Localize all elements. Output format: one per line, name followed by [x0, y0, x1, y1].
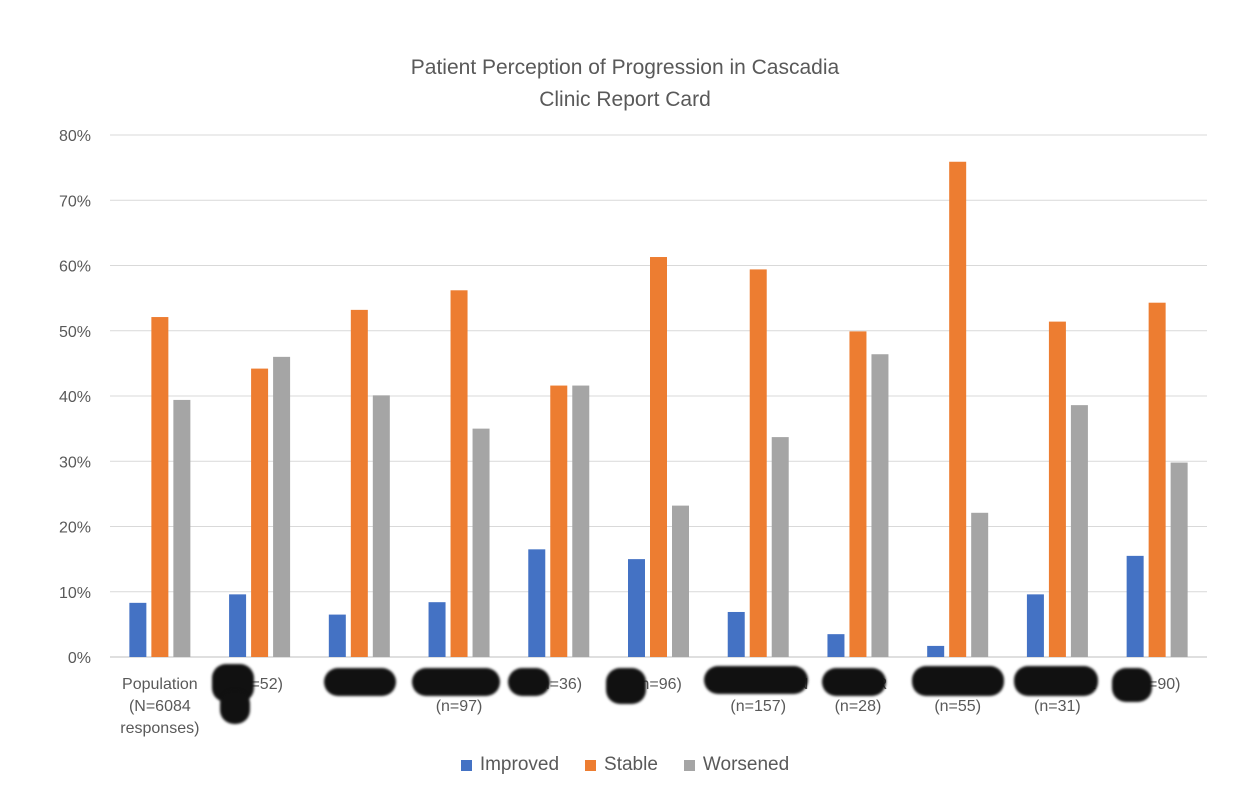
bar-stable — [550, 385, 568, 657]
bar-stable — [849, 331, 867, 657]
redaction-mark — [912, 666, 1004, 696]
legend-swatch-stable — [585, 759, 597, 771]
bar-worsened — [871, 354, 889, 657]
bar-improved — [229, 594, 247, 657]
legend-item-improved: Improved — [460, 754, 560, 776]
x-tick-label: (n=55) — [934, 698, 981, 715]
bar-worsened — [572, 385, 590, 657]
x-tick-label: (n=97) — [436, 698, 483, 715]
bar-stable — [1048, 321, 1066, 657]
bar-improved — [1026, 594, 1044, 657]
redaction-mark — [220, 690, 250, 724]
bar-improved — [927, 645, 945, 657]
bar-improved — [827, 634, 845, 657]
bar-improved — [1126, 555, 1144, 657]
legend-swatch-improved — [460, 759, 472, 771]
y-tick-label: 30% — [59, 454, 91, 471]
bar-stable — [749, 269, 767, 657]
redaction-mark — [508, 668, 550, 696]
bar-improved — [727, 611, 745, 657]
bar-improved — [628, 559, 645, 657]
redaction-mark — [324, 668, 396, 696]
legend-item-worsened: Worsened — [683, 754, 790, 776]
redaction-mark — [1014, 666, 1098, 696]
y-tick-label: 20% — [59, 520, 91, 537]
chart-subtitle: Clinic Report Card — [539, 88, 711, 111]
y-tick-label: 0% — [68, 650, 91, 667]
bar-improved — [428, 602, 446, 657]
y-tick-label: 60% — [59, 259, 91, 276]
bar-worsened — [273, 356, 291, 657]
bar-improved — [129, 602, 147, 657]
bar-stable — [251, 368, 269, 657]
x-tick-label: (n=157) — [730, 698, 786, 715]
x-tick-label: (n=28) — [835, 698, 882, 715]
x-tick-label: (n=96) — [635, 676, 682, 693]
bar-stable — [1148, 302, 1166, 657]
bar-worsened — [971, 512, 989, 657]
legend-swatch-worsened — [683, 759, 695, 771]
legend-item-stable: Stable — [585, 754, 658, 776]
redaction-mark — [606, 668, 646, 704]
y-tick-label: 40% — [59, 389, 91, 406]
bar-worsened — [173, 399, 191, 657]
redaction-mark — [412, 668, 500, 696]
redaction-mark — [1112, 668, 1152, 702]
bar-stable — [650, 257, 667, 657]
bar-improved — [528, 549, 546, 657]
y-tick-label: 80% — [59, 128, 91, 145]
x-tick-label: responses) — [120, 720, 199, 737]
y-tick-label: 50% — [59, 324, 91, 341]
y-tick-label: 70% — [59, 193, 91, 210]
bar-worsened — [771, 437, 789, 657]
bar-improved — [328, 614, 346, 657]
redaction-mark — [704, 666, 808, 694]
y-tick-label: 10% — [59, 585, 91, 602]
bar-stable — [350, 309, 368, 657]
bar-worsened — [472, 428, 490, 657]
bar-worsened — [672, 505, 689, 657]
legend-label-improved: Improved — [479, 754, 560, 775]
x-tick-label: (N=6084 — [129, 698, 191, 715]
legend: Improved Stable Worsened — [0, 754, 1250, 776]
bar-stable — [949, 161, 967, 657]
legend-label-worsened: Worsened — [702, 754, 790, 775]
bar-worsened — [1070, 405, 1088, 657]
chart-title: Patient Perception of Progression in Cas… — [410, 56, 840, 79]
x-tick-label: Population — [122, 676, 198, 693]
bar-worsened — [372, 395, 390, 657]
bar-worsened — [1170, 462, 1188, 657]
legend-label-stable: Stable — [604, 754, 658, 775]
redaction-mark — [822, 668, 886, 696]
x-tick-label: (n=31) — [1034, 698, 1081, 715]
bar-stable — [450, 290, 468, 657]
bar-stable — [151, 317, 169, 657]
